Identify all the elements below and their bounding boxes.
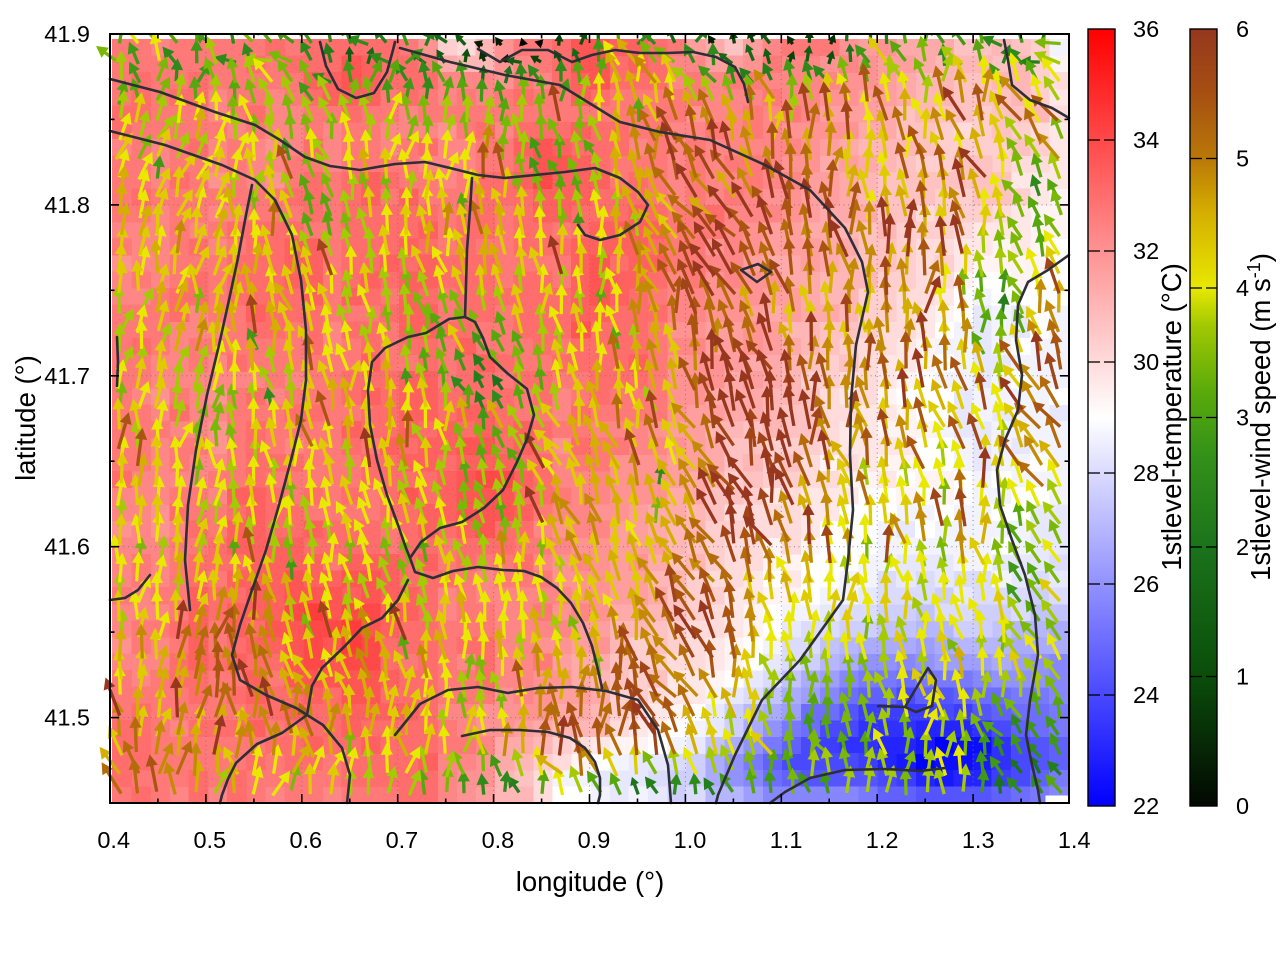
svg-text:0.5: 0.5: [193, 827, 226, 853]
svg-text:22: 22: [1133, 793, 1159, 819]
svg-text:24: 24: [1133, 682, 1159, 708]
svg-text:6: 6: [1236, 16, 1249, 42]
svg-text:0.8: 0.8: [482, 827, 515, 853]
svg-text:1stlevel-wind speed (m s-1): 1stlevel-wind speed (m s-1): [1244, 253, 1276, 581]
svg-text:3: 3: [1236, 405, 1249, 431]
svg-text:1.3: 1.3: [962, 827, 995, 853]
svg-text:1.0: 1.0: [674, 827, 707, 853]
svg-text:1.1: 1.1: [770, 827, 803, 853]
svg-text:0.4: 0.4: [97, 827, 130, 853]
svg-text:0.7: 0.7: [386, 827, 419, 853]
svg-text:5: 5: [1236, 146, 1249, 172]
svg-text:28: 28: [1133, 460, 1159, 486]
svg-text:41.8: 41.8: [44, 192, 90, 218]
svg-text:1.2: 1.2: [866, 827, 899, 853]
svg-text:26: 26: [1133, 571, 1159, 597]
svg-text:4: 4: [1236, 275, 1249, 301]
svg-text:30: 30: [1133, 349, 1159, 375]
svg-text:41.6: 41.6: [44, 534, 90, 560]
svg-text:32: 32: [1133, 238, 1159, 264]
svg-text:2: 2: [1236, 534, 1249, 560]
svg-text:1: 1: [1236, 664, 1249, 690]
svg-text:0.6: 0.6: [289, 827, 322, 853]
svg-text:41.9: 41.9: [44, 21, 90, 47]
svg-text:36: 36: [1133, 16, 1159, 42]
svg-text:0.9: 0.9: [578, 827, 611, 853]
svg-text:latitude (°): latitude (°): [10, 355, 41, 481]
svg-text:41.7: 41.7: [44, 363, 90, 389]
svg-text:1stlevel-temperature (°C): 1stlevel-temperature (°C): [1156, 263, 1187, 570]
svg-text:34: 34: [1133, 127, 1159, 153]
svg-text:41.5: 41.5: [44, 705, 90, 731]
svg-text:0: 0: [1236, 793, 1249, 819]
svg-text:1.4: 1.4: [1058, 827, 1091, 853]
svg-text:longitude (°): longitude (°): [516, 866, 665, 897]
